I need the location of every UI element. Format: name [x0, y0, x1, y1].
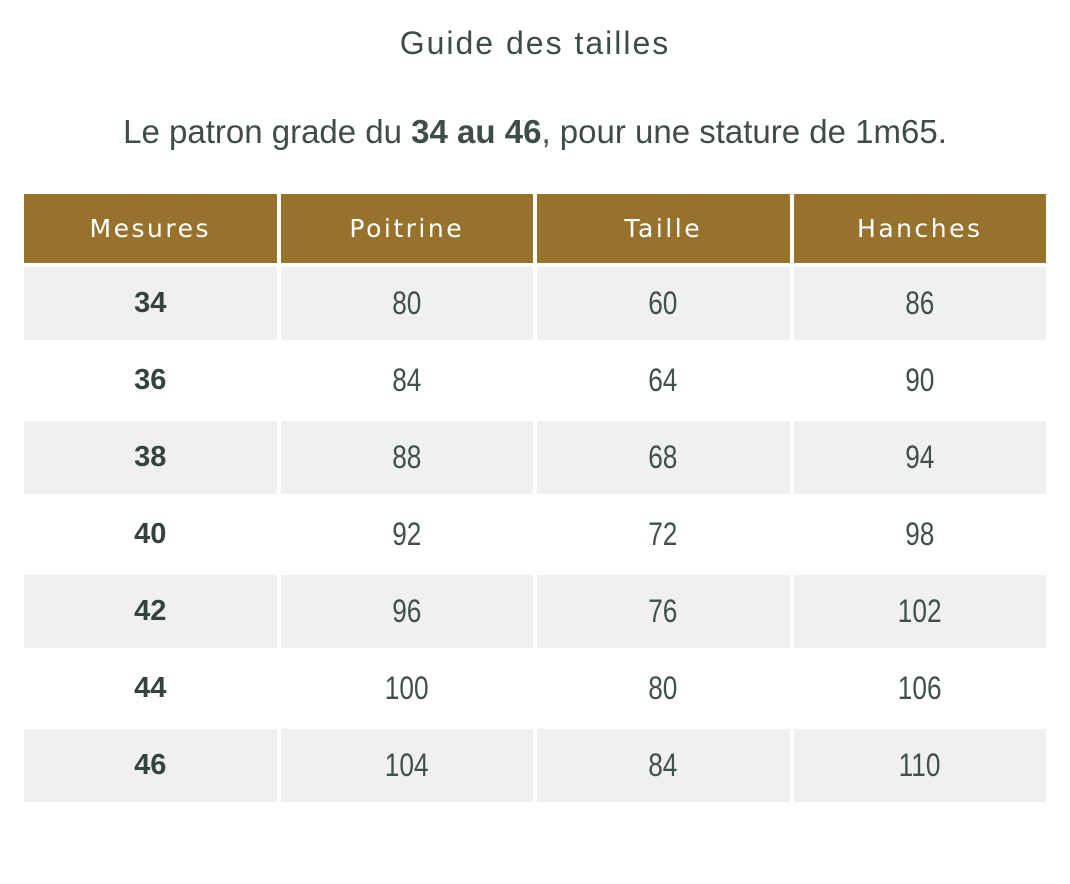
subtitle-suffix: , pour une stature de 1m65.	[541, 113, 947, 151]
table-row-size-40: 40 92 72 98	[22, 495, 1048, 573]
cell-taille: 60	[535, 264, 792, 342]
measure-value: 80	[392, 284, 422, 321]
measure-value: 100	[384, 669, 429, 706]
cell-taille: 84	[535, 726, 792, 804]
size-table-header-row: Mesures Poitrine Taille Hanches	[22, 191, 1048, 265]
subtitle: Le patron grade du 34 au 46, pour une st…	[0, 112, 1070, 152]
cell-hanches: 98	[791, 495, 1048, 573]
size-guide-page: Guide des tailles Le patron grade du 34 …	[0, 24, 1070, 804]
subtitle-prefix: Le patron grade du	[123, 113, 412, 151]
table-row-size-38: 38 88 68 94	[22, 418, 1048, 496]
size-value: 42	[134, 594, 167, 627]
cell-taille: 80	[535, 649, 792, 727]
measure-value: 76	[648, 592, 678, 629]
measure-value: 110	[898, 746, 941, 783]
measure-value: 94	[905, 438, 935, 475]
cell-hanches: 90	[791, 341, 1048, 419]
cell-taille: 68	[535, 418, 792, 496]
measure-value: 72	[648, 515, 678, 552]
cell-mesures: 46	[22, 726, 279, 804]
size-value: 34	[134, 286, 167, 319]
subtitle-size-range: 34 au 46	[411, 113, 542, 151]
cell-mesures: 38	[22, 418, 279, 496]
header-hanches: Hanches	[791, 191, 1048, 265]
measure-value: 80	[648, 669, 678, 706]
cell-poitrine: 100	[278, 649, 535, 727]
page-title: Guide des tailles	[399, 25, 671, 61]
cell-poitrine: 104	[278, 726, 535, 804]
size-value: 46	[134, 748, 167, 781]
table-row-size-36: 36 84 64 90	[22, 341, 1048, 419]
cell-taille: 76	[535, 572, 792, 650]
cell-hanches: 86	[791, 264, 1048, 342]
size-value: 36	[134, 363, 167, 396]
table-row-size-34: 34 80 60 86	[22, 264, 1048, 342]
table-row-size-42: 42 96 76 102	[22, 572, 1048, 650]
size-value: 40	[134, 517, 167, 550]
measure-value: 90	[905, 361, 935, 398]
cell-poitrine: 92	[278, 495, 535, 573]
size-table: Mesures Poitrine Taille Hanches 34 80 60…	[22, 191, 1048, 804]
cell-poitrine: 84	[278, 341, 535, 419]
measure-value: 102	[897, 592, 942, 629]
table-row-size-44: 44 100 80 106	[22, 649, 1048, 727]
cell-hanches: 106	[791, 649, 1048, 727]
measure-value: 84	[648, 746, 678, 783]
header-poitrine: Poitrine	[278, 191, 535, 265]
cell-mesures: 44	[22, 649, 279, 727]
cell-poitrine: 96	[278, 572, 535, 650]
cell-taille: 72	[535, 495, 792, 573]
cell-mesures: 36	[22, 341, 279, 419]
header-taille: Taille	[535, 191, 792, 265]
size-value: 44	[134, 671, 167, 704]
table-row-size-46: 46 104 84 110	[22, 726, 1048, 804]
size-value: 38	[134, 440, 167, 473]
cell-mesures: 42	[22, 572, 279, 650]
measure-value: 60	[648, 284, 678, 321]
cell-hanches: 102	[791, 572, 1048, 650]
measure-value: 68	[648, 438, 678, 475]
cell-mesures: 34	[22, 264, 279, 342]
measure-value: 106	[897, 669, 942, 706]
measure-value: 84	[392, 361, 422, 398]
cell-taille: 64	[535, 341, 792, 419]
cell-poitrine: 88	[278, 418, 535, 496]
header-mesures: Mesures	[22, 191, 279, 265]
measure-value: 98	[905, 515, 935, 552]
measure-value: 88	[392, 438, 422, 475]
cell-hanches: 94	[791, 418, 1048, 496]
measure-value: 104	[384, 746, 429, 783]
measure-value: 92	[392, 515, 422, 552]
cell-mesures: 40	[22, 495, 279, 573]
measure-value: 86	[905, 284, 935, 321]
cell-hanches: 110	[791, 726, 1048, 804]
measure-value: 64	[648, 361, 678, 398]
measure-value: 96	[392, 592, 422, 629]
cell-poitrine: 80	[278, 264, 535, 342]
